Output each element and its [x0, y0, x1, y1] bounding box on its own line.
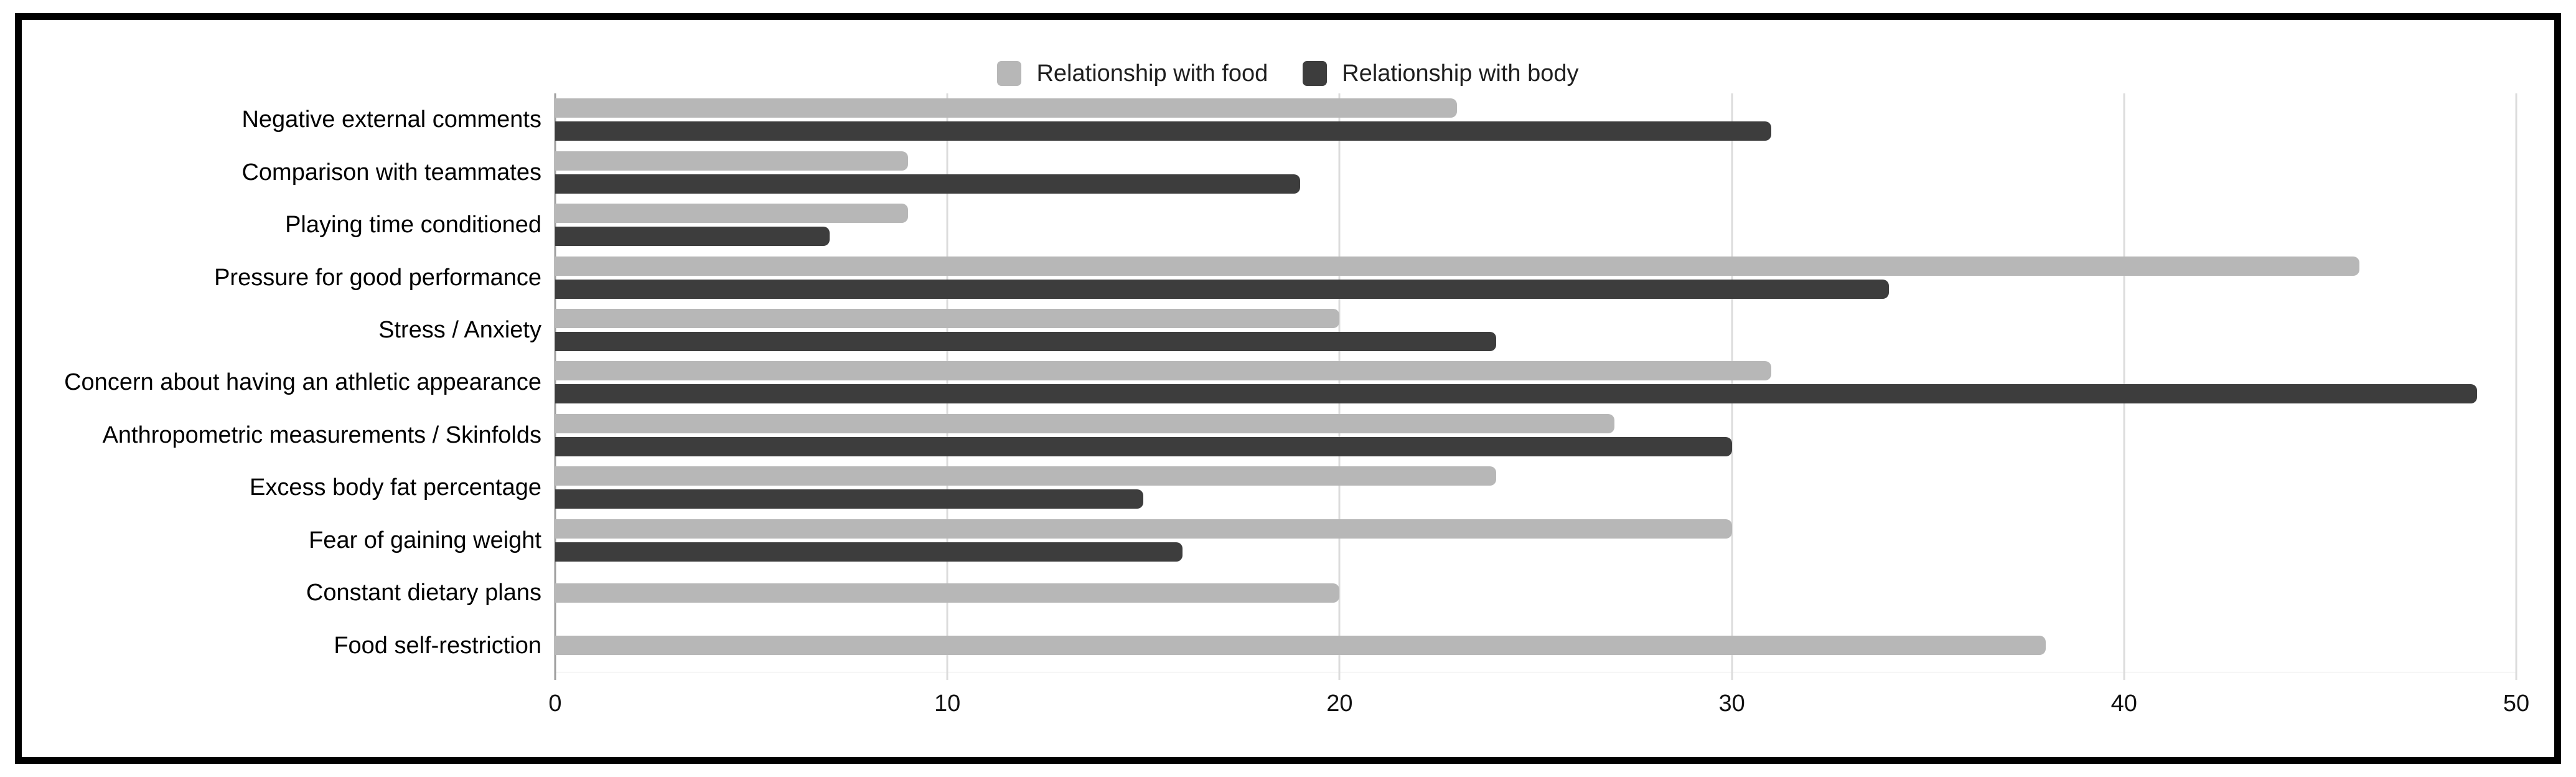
category-row: Fear of gaining weight: [309, 514, 2516, 567]
bar-rows-layer: Negative external comments Comparison wit…: [64, 93, 2516, 672]
x-tick-label: 20: [1326, 690, 1353, 717]
bar-food: [555, 151, 909, 171]
bar-food: [555, 204, 909, 224]
bar-body: [555, 542, 1183, 562]
category-label: Constant dietary plans: [306, 580, 541, 606]
category-row: Excess body fat percentage: [250, 461, 2516, 514]
category-label: Anthropometric measurements / Skinfolds: [102, 421, 541, 448]
category-row: Comparison with teammates: [241, 146, 2516, 198]
category-label: Fear of gaining weight: [309, 527, 541, 553]
legend-item-food: Relationship with food: [997, 61, 1268, 86]
category-label: Stress / Anxiety: [378, 317, 541, 344]
legend-swatch-food: [997, 61, 1022, 86]
category-row: Negative external comments: [241, 93, 2516, 146]
bar-food: [555, 583, 1340, 603]
bar-food: [555, 519, 1732, 539]
x-tick-label: 0: [548, 690, 562, 717]
category-label: Food self-restriction: [334, 632, 541, 659]
category-row: Playing time conditioned: [285, 199, 2516, 251]
legend-item-body: Relationship with body: [1303, 60, 1579, 87]
chart-legend: Relationship with food Relationship with…: [0, 61, 2576, 86]
category-label: Excess body fat percentage: [250, 474, 541, 501]
bar-body: [555, 384, 2477, 404]
bar-body: [555, 436, 1732, 456]
bar-body: [555, 174, 1301, 194]
category-row: Stress / Anxiety: [378, 304, 2516, 356]
plot-area: Negative external comments Comparison wit…: [64, 93, 2529, 715]
category-label: Pressure for good performance: [214, 264, 541, 291]
bar-food: [555, 361, 1771, 381]
bar-body: [555, 227, 830, 247]
gridline: [2515, 93, 2517, 680]
category-label: Negative external comments: [241, 106, 541, 133]
bar-food: [555, 256, 2359, 276]
category-row: Constant dietary plans: [306, 567, 2516, 619]
bar-food: [555, 98, 1458, 118]
category-row: Pressure for good performance: [214, 251, 2516, 303]
category-label: Playing time conditioned: [285, 212, 541, 238]
legend-swatch-body: [1303, 61, 1328, 86]
category-row: Food self-restriction: [334, 619, 2516, 672]
legend-label-body: Relationship with body: [1342, 60, 1579, 87]
category-row: Concern about having an athletic appeara…: [64, 356, 2516, 408]
category-label: Comparison with teammates: [241, 159, 541, 186]
bar-food: [555, 309, 1340, 329]
bar-body: [555, 489, 1144, 509]
x-tick-label: 10: [934, 690, 961, 717]
x-tick-label: 40: [2110, 690, 2137, 717]
legend-label-food: Relationship with food: [1036, 60, 1268, 87]
bar-food: [555, 466, 1497, 486]
category-row: Anthropometric measurements / Skinfolds: [103, 409, 2516, 461]
x-tick-label: 30: [1718, 690, 1745, 717]
bar-body: [555, 121, 1771, 141]
x-tick-label: 50: [2503, 690, 2530, 717]
bar-food: [555, 636, 2046, 656]
category-label: Concern about having an athletic appeara…: [64, 369, 541, 396]
bar-food: [555, 413, 1614, 433]
bar-body: [555, 332, 1497, 352]
bar-body: [555, 279, 1889, 299]
